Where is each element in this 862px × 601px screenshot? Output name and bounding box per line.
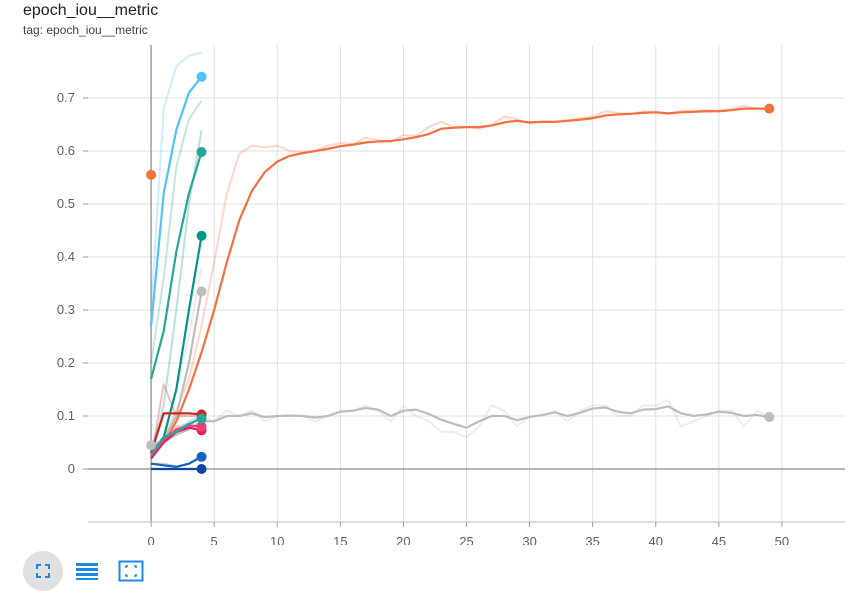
series-9-point bbox=[196, 421, 207, 432]
x-tick-label: 25 bbox=[459, 534, 473, 545]
x-tick-label: 0 bbox=[147, 534, 154, 545]
chart-toolbar bbox=[23, 551, 151, 591]
series-1-raw-line bbox=[150, 399, 770, 459]
series-12-point bbox=[196, 464, 207, 474]
fit-domain-button[interactable] bbox=[23, 551, 63, 591]
line-chart[interactable]: 0 5 10 15 20 25 30 35 40 45 50 0 0.1 0.2 0.3 0.4 0.5 0.6 0… bbox=[0, 0, 862, 545]
x-tick-label: 20 bbox=[396, 534, 410, 545]
series-11-smoothed-line bbox=[150, 455, 203, 468]
series-2-smoothed-line bbox=[149, 76, 203, 327]
fit-domain-icon bbox=[36, 564, 50, 578]
series-10-point bbox=[196, 413, 207, 424]
series-0-smoothed-line bbox=[150, 107, 770, 460]
data-table-icon bbox=[76, 563, 98, 580]
series-3-point bbox=[196, 147, 207, 158]
y-tick-label: 0.2 bbox=[57, 355, 75, 370]
x-tick-label: 45 bbox=[712, 534, 726, 545]
x-tick-label: 35 bbox=[585, 534, 599, 545]
series-1-point bbox=[764, 412, 775, 423]
x-tick-label: 40 bbox=[649, 534, 663, 545]
series-5-point bbox=[146, 440, 157, 451]
chart-tag: tag: epoch_iou__metric bbox=[23, 23, 148, 37]
series-4-point bbox=[196, 230, 207, 241]
x-tick-label: 5 bbox=[211, 534, 218, 545]
series-6-point bbox=[146, 169, 157, 180]
series-1-smoothed-line bbox=[150, 405, 770, 460]
x-tick-label: 10 bbox=[270, 534, 284, 545]
series-11-point bbox=[196, 451, 207, 462]
y-tick-label: 0.7 bbox=[57, 90, 75, 105]
y-tick-label: 0.5 bbox=[57, 196, 75, 211]
series-7-smoothed-line bbox=[150, 412, 202, 454]
series-5-point-2 bbox=[196, 286, 207, 297]
x-tick-label: 50 bbox=[775, 534, 789, 545]
series-10-smoothed-line bbox=[150, 417, 202, 457]
y-tick-label: 0.3 bbox=[57, 302, 75, 317]
chart-title: epoch_iou__metric bbox=[23, 2, 159, 19]
y-tick-label: 0.6 bbox=[57, 143, 75, 158]
y-tick-label: 0.4 bbox=[57, 249, 75, 264]
expand-icon bbox=[118, 560, 144, 582]
series-2-point bbox=[196, 71, 207, 82]
x-tick-label: 30 bbox=[522, 534, 536, 545]
series-0-raw-line bbox=[150, 104, 770, 459]
expand-button[interactable] bbox=[111, 551, 151, 591]
series-3-smoothed-line bbox=[150, 151, 203, 380]
series-2-raw-line bbox=[150, 51, 202, 311]
series-3-raw-line bbox=[150, 100, 203, 364]
series-0-point bbox=[764, 103, 775, 114]
y-tick-label: 0.1 bbox=[57, 408, 75, 423]
data-table-button[interactable] bbox=[67, 551, 107, 591]
y-tick-label: 0 bbox=[68, 461, 75, 476]
x-tick-label: 15 bbox=[333, 534, 347, 545]
